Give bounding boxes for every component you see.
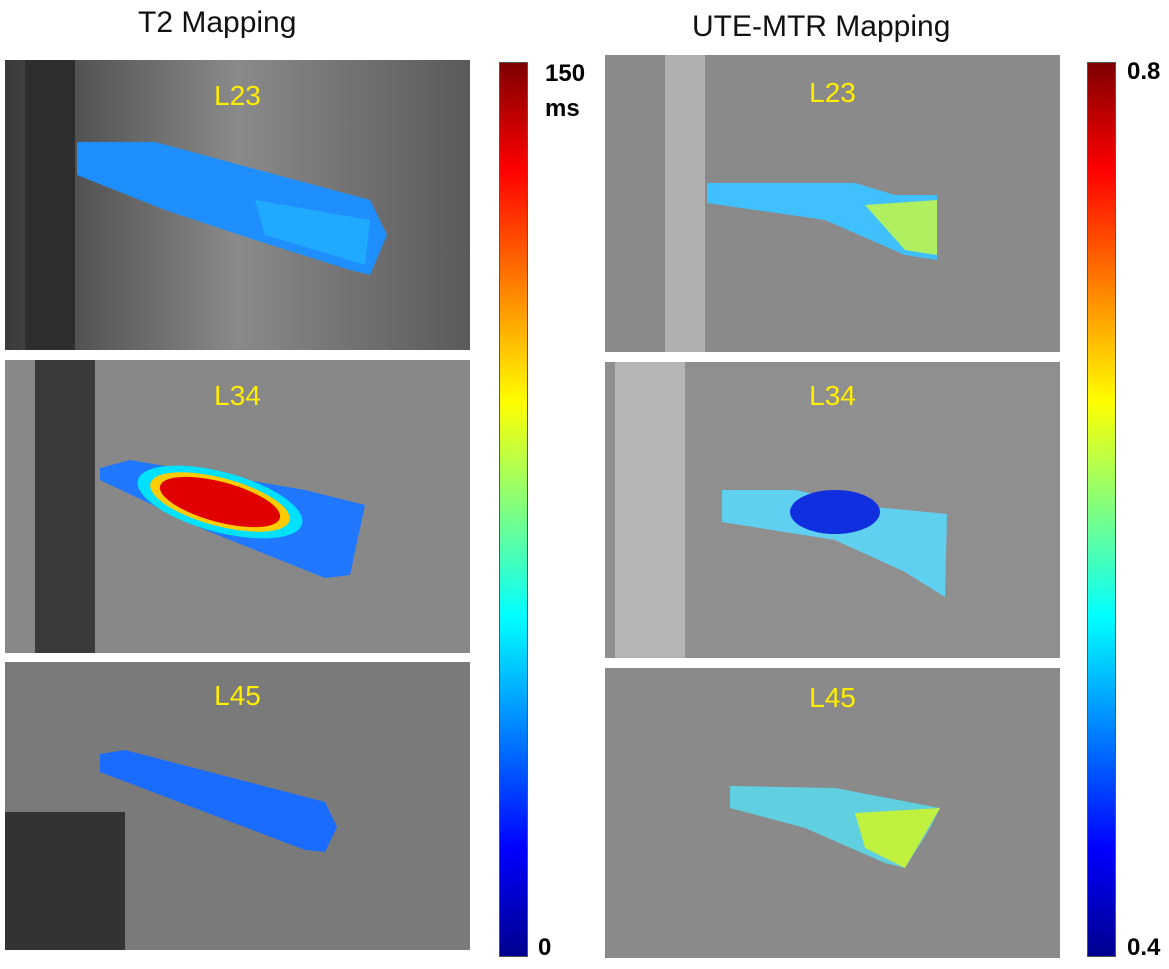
level-label: L45 <box>809 682 856 713</box>
level-label: L23 <box>214 80 261 111</box>
ute-panel-l23: L23 <box>605 55 1060 352</box>
t2-colorbar-max: 150 <box>545 60 586 87</box>
ute-panel-l34: L34 <box>605 362 1060 658</box>
t2-colorbar-unit: ms <box>545 95 580 122</box>
ute-colorbar-max: 0.8 <box>1127 58 1161 85</box>
t2-colorbar <box>499 62 528 957</box>
t2-colorbar-min: 0 <box>538 934 552 961</box>
ute-panel-l45: L45 <box>605 668 1060 958</box>
ute-mtr-title: UTE-MTR Mapping <box>692 10 951 43</box>
level-label: L34 <box>214 380 261 411</box>
level-label: L23 <box>809 77 856 108</box>
level-label: L45 <box>214 680 261 711</box>
t2-panel-l45: L45 <box>5 662 470 950</box>
ute-colorbar <box>1087 62 1116 957</box>
t2-panel-l34: L34 <box>5 360 470 653</box>
level-label: L34 <box>809 380 856 411</box>
t2-panel-l23: L23 <box>5 60 470 350</box>
t2-title: T2 Mapping <box>138 6 297 39</box>
ute-colorbar-min: 0.4 <box>1127 934 1161 961</box>
